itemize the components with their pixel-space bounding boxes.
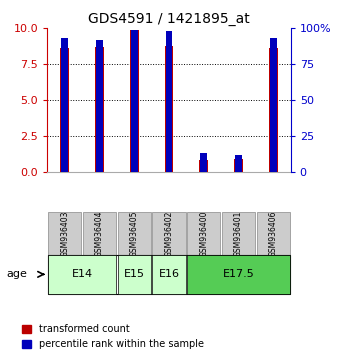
Bar	[199, 160, 208, 172]
Bar	[95, 47, 104, 172]
Bar	[234, 159, 243, 172]
Text: E17.5: E17.5	[223, 269, 255, 279]
Bar	[48, 212, 81, 255]
Bar	[166, 31, 172, 172]
Legend: transformed count, percentile rank within the sample: transformed count, percentile rank withi…	[22, 324, 204, 349]
Bar	[118, 212, 151, 255]
Bar	[152, 255, 186, 294]
Text: GSM936402: GSM936402	[165, 210, 173, 257]
Text: GSM936400: GSM936400	[199, 210, 208, 257]
Text: E14: E14	[72, 269, 93, 279]
Bar	[200, 153, 207, 172]
Text: E16: E16	[159, 269, 179, 279]
Title: GDS4591 / 1421895_at: GDS4591 / 1421895_at	[88, 12, 250, 26]
Bar	[270, 38, 277, 172]
Bar	[235, 155, 242, 172]
Bar	[269, 48, 277, 172]
Bar	[118, 255, 151, 294]
Bar	[222, 212, 255, 255]
Bar	[187, 255, 290, 294]
Text: GSM936405: GSM936405	[130, 210, 139, 257]
Bar	[48, 255, 116, 294]
Bar	[131, 30, 138, 172]
Bar	[257, 212, 290, 255]
Bar	[152, 212, 186, 255]
Bar	[61, 38, 68, 172]
Text: age: age	[7, 269, 28, 279]
Text: GSM936406: GSM936406	[269, 210, 278, 257]
Bar	[96, 40, 103, 172]
Bar	[83, 212, 116, 255]
Text: E15: E15	[124, 269, 145, 279]
Text: GSM936403: GSM936403	[60, 210, 69, 257]
Bar	[130, 30, 139, 172]
Text: GSM936401: GSM936401	[234, 210, 243, 257]
Bar	[165, 46, 173, 172]
Bar	[187, 212, 220, 255]
Bar	[61, 48, 69, 172]
Text: GSM936404: GSM936404	[95, 210, 104, 257]
